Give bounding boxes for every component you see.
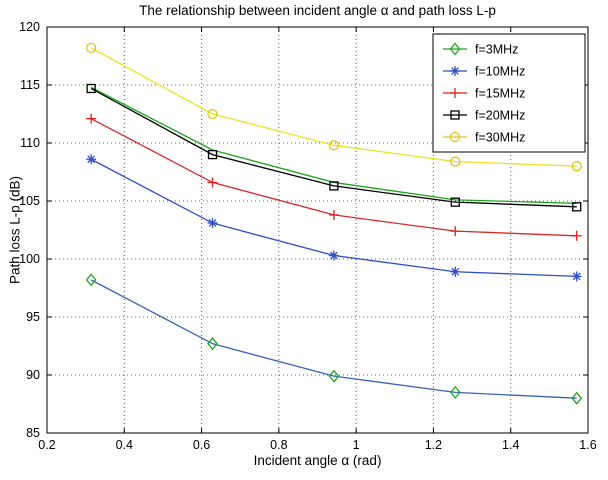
series-line-f=30MHz bbox=[90, 47, 577, 167]
legend-marker-f=10MHz bbox=[451, 67, 459, 75]
series-marker-f=20MHz bbox=[86, 83, 96, 94]
chart-title: The relationship between incident angle … bbox=[139, 3, 496, 18]
x-tick-label: 0.6 bbox=[193, 438, 210, 452]
series-marker-f=10MHz bbox=[330, 251, 338, 260]
y-tick-label: 105 bbox=[19, 194, 40, 208]
legend-marker-f=20MHz bbox=[450, 110, 460, 120]
x-tick-label: 0.2 bbox=[38, 438, 55, 452]
series-line-f=20MHz bbox=[90, 87, 577, 208]
y-tick-label: 115 bbox=[20, 78, 40, 92]
legend-label-f=30MHz: f=30MHz bbox=[475, 131, 525, 145]
y-tick-label: 85 bbox=[26, 426, 40, 440]
series-marker-f=3MHz bbox=[207, 337, 218, 351]
x-tick-label: 0.4 bbox=[116, 438, 133, 452]
series-marker-f=30MHz bbox=[328, 140, 340, 151]
y-tick-label: 120 bbox=[19, 20, 40, 34]
x-tick-label: 1.6 bbox=[579, 438, 596, 452]
series-line-f=3MHz bbox=[90, 279, 577, 399]
series-marker-f=3MHz bbox=[85, 273, 97, 287]
axes-border bbox=[46, 26, 589, 434]
y-tick-label: 100 bbox=[19, 252, 40, 266]
series-marker-f=3MHz bbox=[328, 369, 340, 383]
legend-marker-f=3MHz bbox=[449, 42, 461, 56]
series-marker-f=30MHz bbox=[207, 108, 218, 120]
legend-label-f=20MHz: f=20MHz bbox=[475, 109, 525, 123]
y-axis-label: Path loss L-p (dB) bbox=[7, 175, 23, 285]
legend-marker-f=30MHz bbox=[449, 131, 461, 143]
legend-label-f=15MHz: f=15MHz bbox=[475, 87, 525, 101]
series-marker-f=20MHz bbox=[207, 149, 218, 160]
legend-label-f=10MHz: f=10MHz bbox=[475, 65, 525, 79]
legend-label-f=3MHz: f=3MHz bbox=[475, 43, 518, 57]
series-marker-f=20MHz bbox=[329, 181, 339, 191]
series-marker-f=3MHz bbox=[449, 385, 461, 399]
series-marker-f=30MHz bbox=[571, 161, 582, 172]
series-marker-f=20MHz bbox=[450, 197, 460, 207]
x-axis-label: Incident angle α (rad) bbox=[253, 453, 382, 468]
series-marker-f=20MHz bbox=[572, 202, 582, 212]
series-marker-f=30MHz bbox=[450, 156, 461, 167]
x-tick-label: 0.8 bbox=[270, 438, 287, 452]
x-tick-label: 1 bbox=[353, 438, 360, 452]
series-marker-f=10MHz bbox=[451, 267, 460, 276]
series-marker-f=30MHz bbox=[85, 42, 97, 54]
series-marker-f=10MHz bbox=[87, 155, 95, 164]
y-tick-label: 95 bbox=[26, 310, 40, 324]
series-marker-f=10MHz bbox=[208, 219, 217, 227]
y-tick-label: 110 bbox=[20, 136, 40, 150]
y-tick-label: 90 bbox=[26, 368, 40, 382]
x-tick-label: 1.4 bbox=[502, 438, 519, 452]
series-marker-f=3MHz bbox=[571, 391, 583, 405]
x-tick-label: 1.2 bbox=[425, 438, 442, 452]
series-marker-f=10MHz bbox=[572, 272, 581, 281]
